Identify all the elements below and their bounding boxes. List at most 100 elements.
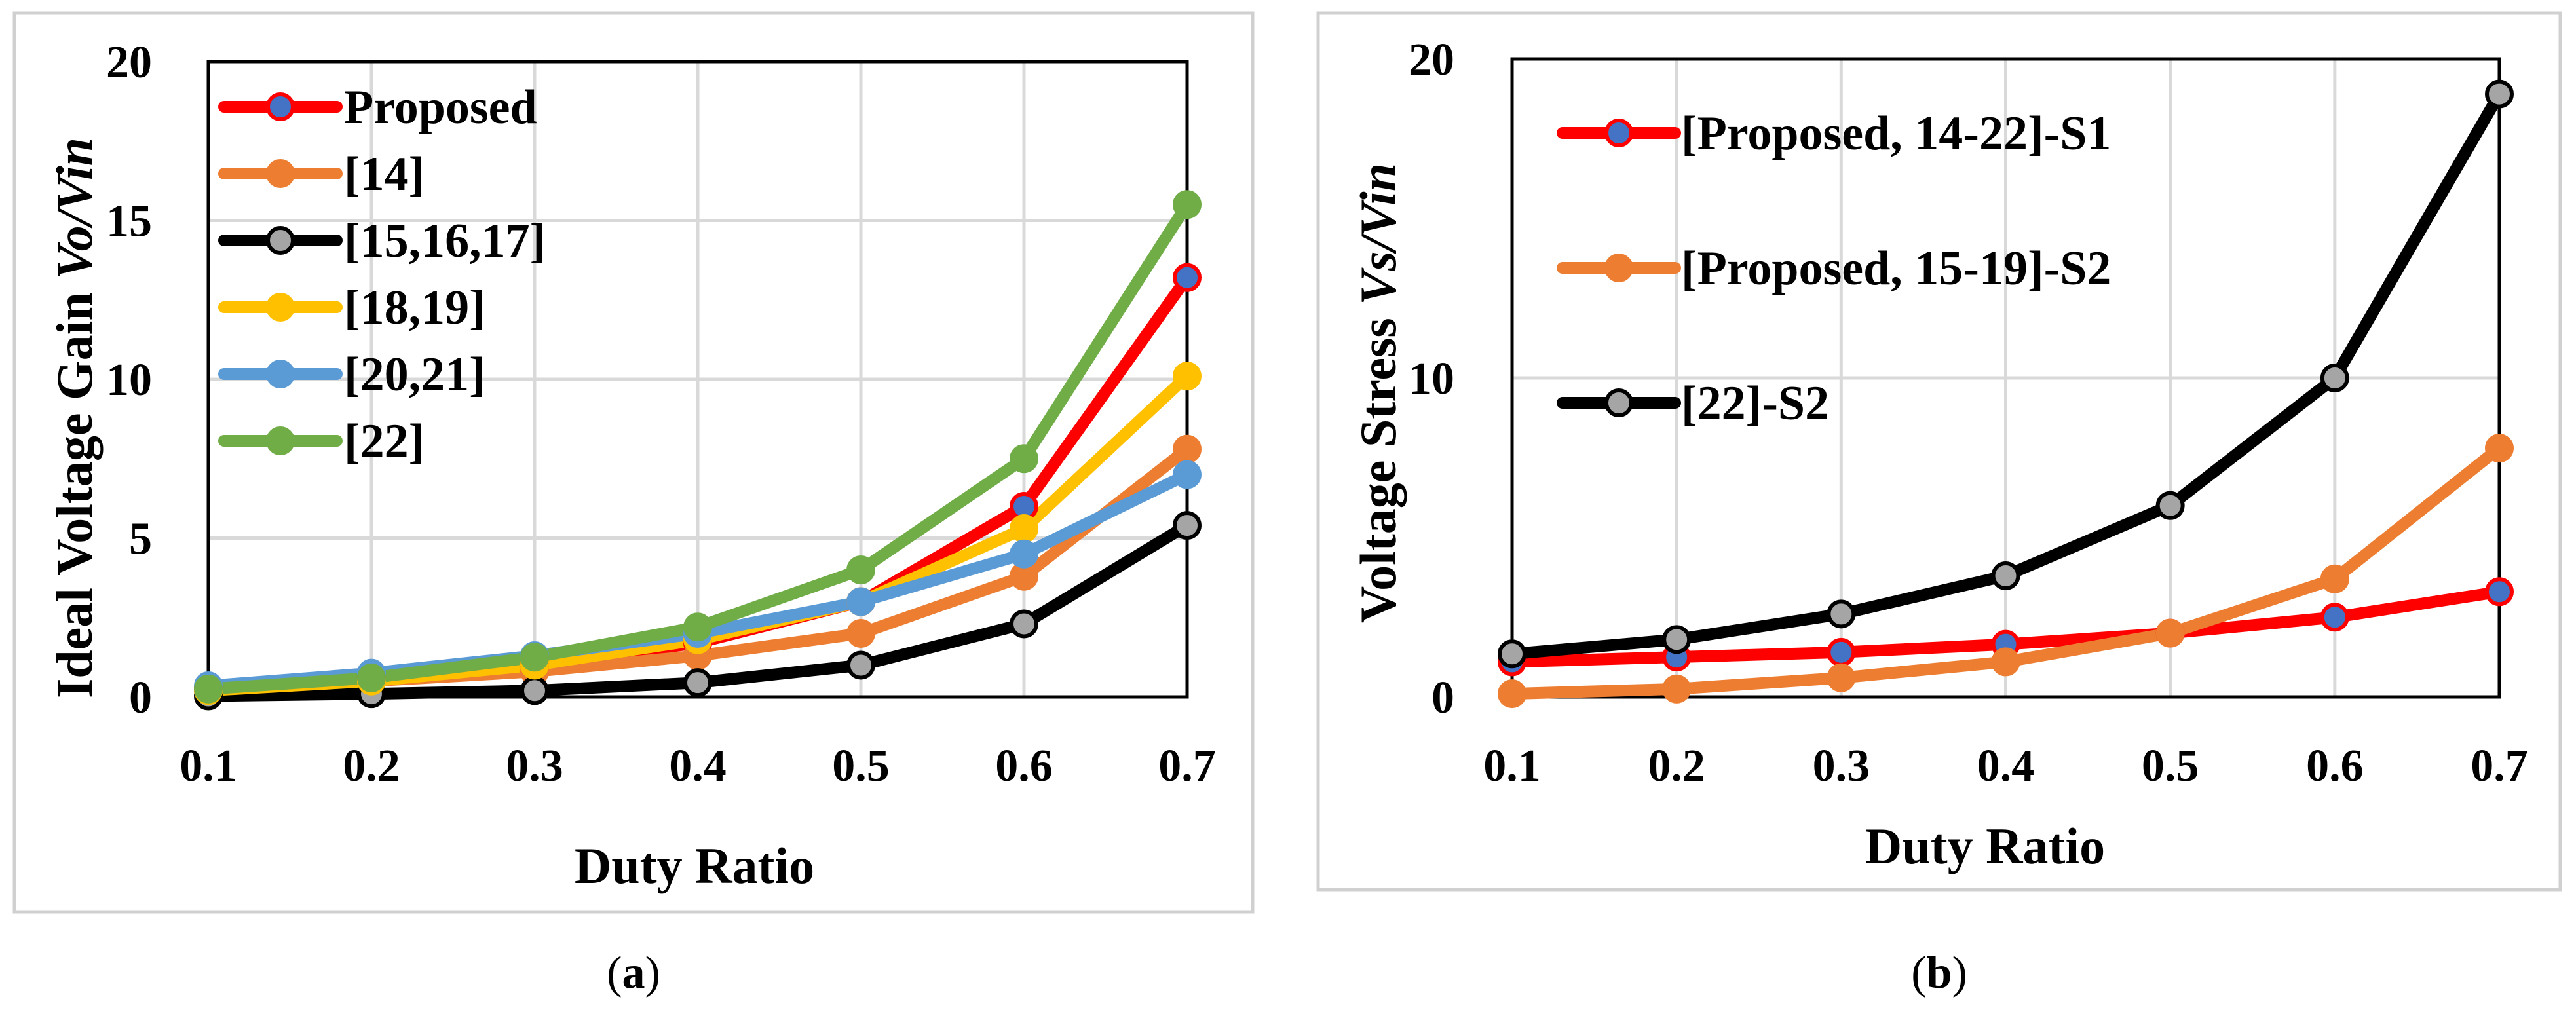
legend-label: [Proposed, 15-19]-S2 bbox=[1681, 242, 2111, 295]
y-axis-label: Ideal Voltage Gain Vo/Vin bbox=[46, 138, 103, 698]
data-point bbox=[1173, 190, 1202, 219]
panel-label-b: (b) bbox=[1911, 948, 1967, 998]
legend-label: Proposed bbox=[344, 81, 537, 134]
legend-label: [Proposed, 14-22]-S1 bbox=[1681, 107, 2111, 160]
x-tick-label: 0.7 bbox=[1158, 741, 1216, 791]
x-tick-label: 0.3 bbox=[506, 741, 563, 791]
legend: Proposed [14] [15,16,17] [18,19] [20,21] [22] bbox=[218, 81, 546, 468]
y-tick-label: 10 bbox=[1409, 354, 1454, 404]
data-point bbox=[1173, 263, 1202, 292]
data-point bbox=[1498, 639, 1526, 669]
legend-swatch-marker bbox=[266, 426, 295, 455]
y-axis-label: Voltage Stress Vs/Vin bbox=[1350, 163, 1407, 623]
series-group bbox=[194, 190, 1202, 711]
data-point bbox=[520, 676, 549, 705]
x-tick-label: 0.2 bbox=[1648, 741, 1705, 791]
y-tick-label: 0 bbox=[129, 673, 152, 723]
data-point bbox=[1010, 539, 1038, 569]
y-tick-label: 5 bbox=[129, 514, 152, 565]
x-tick-label: 0.6 bbox=[995, 741, 1053, 791]
legend-swatch-marker bbox=[1604, 254, 1633, 282]
y-tick-label: 20 bbox=[106, 37, 152, 88]
x-tick-label: 0.4 bbox=[669, 741, 727, 791]
y-axis-ticks: 0 10 20 bbox=[1409, 35, 1454, 723]
y-axis-label-formula: Vo/Vin bbox=[46, 138, 103, 280]
legend-swatch-marker bbox=[266, 360, 295, 388]
data-point bbox=[1991, 561, 2020, 590]
data-point bbox=[2485, 434, 2514, 463]
plot-area bbox=[1510, 57, 2501, 699]
legend-label: [22]-S2 bbox=[1681, 377, 1829, 430]
data-point bbox=[1173, 460, 1202, 489]
data-point bbox=[846, 587, 875, 616]
panel-label-letter: b bbox=[1927, 948, 1952, 998]
y-axis-label-text: Voltage Stress bbox=[1350, 305, 1407, 623]
data-point bbox=[2320, 364, 2349, 392]
x-tick-label: 0.4 bbox=[1977, 741, 2035, 791]
data-point bbox=[357, 663, 386, 692]
panel-label-a: (a) bbox=[607, 948, 660, 998]
x-tick-label: 0.5 bbox=[832, 741, 890, 791]
legend-label: [22] bbox=[344, 415, 425, 468]
data-point bbox=[2320, 564, 2349, 593]
data-point bbox=[683, 668, 712, 698]
data-point bbox=[1010, 514, 1038, 543]
data-point bbox=[1498, 679, 1526, 709]
data-point bbox=[846, 619, 875, 648]
legend-label: [15,16,17] bbox=[344, 214, 546, 268]
x-tick-label: 0.2 bbox=[343, 741, 400, 791]
data-point bbox=[2485, 79, 2514, 109]
data-point bbox=[1173, 511, 1202, 540]
legend-swatch-marker bbox=[1604, 119, 1633, 147]
x-tick-label: 0.1 bbox=[1483, 741, 1541, 791]
y-tick-label: 20 bbox=[1409, 35, 1454, 85]
data-point bbox=[1827, 599, 1856, 629]
y-axis-ticks: 0 5 10 15 20 bbox=[106, 37, 152, 723]
data-point bbox=[846, 650, 875, 680]
panel-label-close: ) bbox=[645, 948, 660, 998]
y-axis-label-text: Ideal Voltage Gain bbox=[46, 280, 103, 698]
y-tick-label: 15 bbox=[106, 197, 152, 247]
panel-label-letter: a bbox=[622, 948, 645, 998]
data-point bbox=[683, 612, 712, 642]
legend-label: [18,19] bbox=[344, 281, 485, 335]
legend-swatch-marker bbox=[266, 159, 295, 188]
x-tick-label: 0.1 bbox=[180, 741, 237, 791]
legend: [Proposed, 14-22]-S1 [Proposed, 15-19]-S2… bbox=[1557, 107, 2111, 430]
legend-swatch-marker bbox=[1604, 388, 1633, 417]
data-point bbox=[1010, 609, 1038, 639]
data-point bbox=[2485, 577, 2514, 607]
data-point bbox=[520, 643, 549, 672]
data-point bbox=[194, 674, 223, 704]
legend-swatch-marker bbox=[266, 92, 295, 121]
panel-label-open: ( bbox=[607, 948, 622, 998]
x-tick-label: 0.6 bbox=[2306, 741, 2364, 791]
y-axis-label-formula: Vs/Vin bbox=[1350, 163, 1407, 305]
data-point bbox=[2155, 618, 2185, 648]
data-point bbox=[2155, 491, 2185, 520]
panel-label-close: ) bbox=[1952, 948, 1967, 998]
legend-swatch-marker bbox=[266, 293, 295, 322]
x-tick-label: 0.3 bbox=[1813, 741, 1870, 791]
data-point bbox=[1991, 647, 2020, 677]
chart-panel-b: 0 10 20 0.1 0.2 0.3 0.4 0.5 0.6 0.7 [Proposed, 1… bbox=[1316, 11, 2562, 998]
data-point bbox=[2320, 603, 2349, 632]
legend-label: [14] bbox=[344, 147, 425, 201]
chart-frame bbox=[1316, 11, 2562, 892]
x-axis-label: Duty Ratio bbox=[1865, 817, 2105, 874]
x-axis-ticks: 0.1 0.2 0.3 0.4 0.5 0.6 0.7 bbox=[1483, 741, 2528, 791]
chart-panel-a: 0 5 10 15 20 0.1 0.2 0.3 0.4 0.5 0.6 0.7 Proposed [… bbox=[12, 11, 1255, 998]
x-tick-label: 0.7 bbox=[2471, 741, 2528, 791]
panel-label-open: ( bbox=[1911, 948, 1926, 998]
data-point bbox=[1662, 674, 1692, 704]
series-group bbox=[1498, 79, 2514, 709]
data-point bbox=[1010, 444, 1038, 474]
data-point bbox=[846, 555, 875, 584]
x-tick-label: 0.5 bbox=[2142, 741, 2199, 791]
data-point bbox=[1827, 663, 1856, 692]
legend-swatch-marker bbox=[266, 226, 295, 255]
y-tick-label: 10 bbox=[106, 355, 152, 405]
legend-label: [20,21] bbox=[344, 348, 485, 402]
data-point bbox=[1173, 434, 1202, 464]
